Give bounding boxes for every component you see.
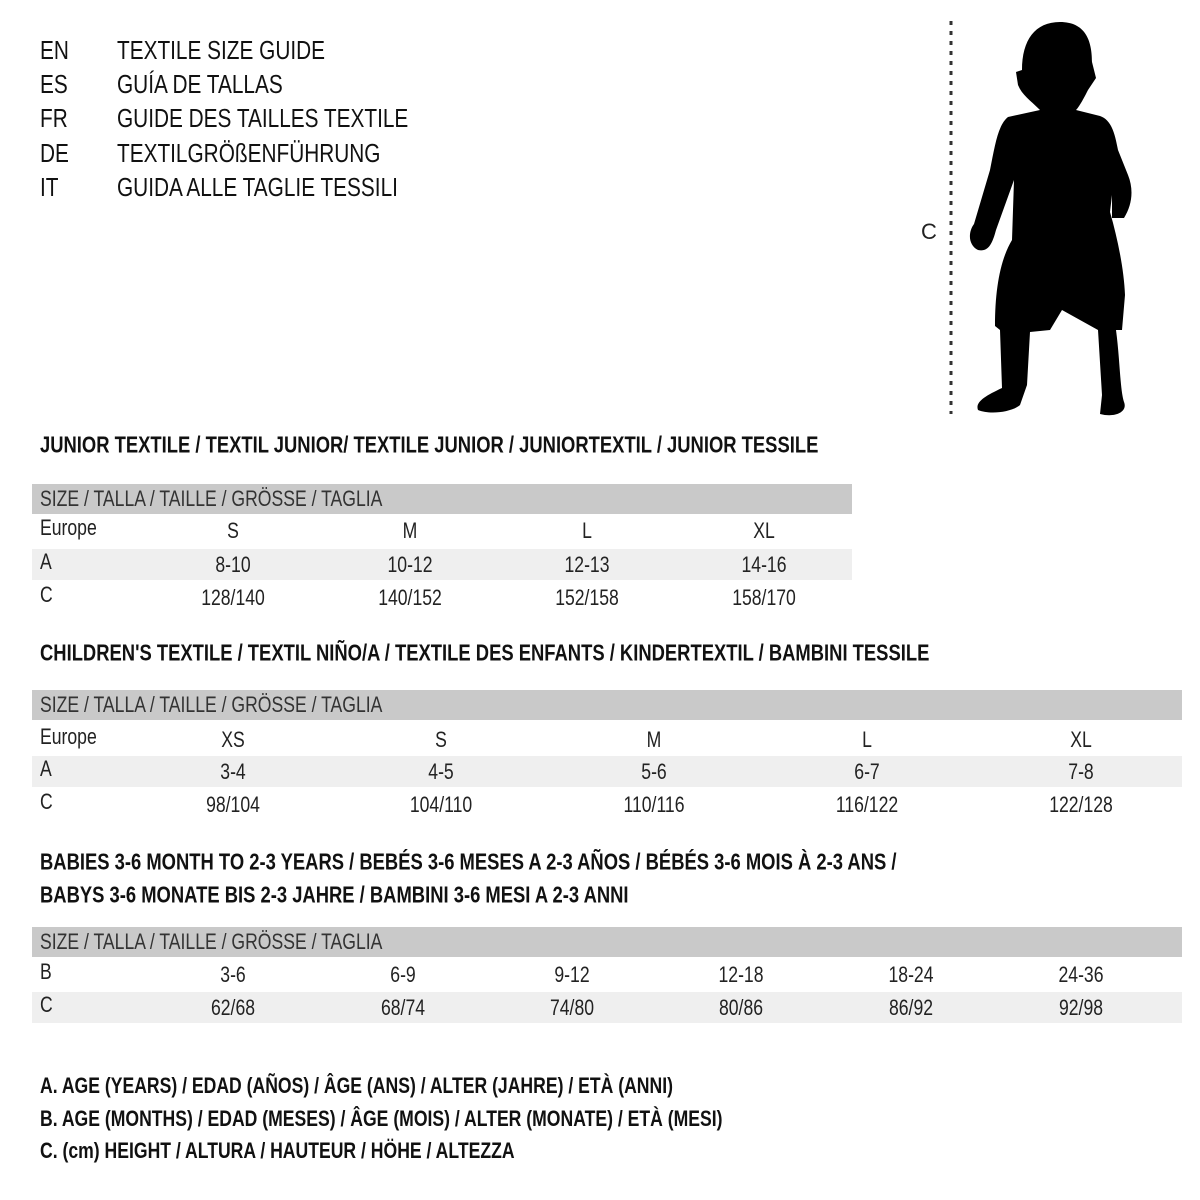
table-row-stripe	[32, 549, 852, 580]
table-header-bar	[32, 690, 1182, 720]
language-code: IT	[40, 172, 59, 202]
table-cell: 24-36	[1058, 962, 1104, 987]
table-cell: 6-9	[390, 962, 416, 987]
table-header-label: SIZE / TALLA / TAILLE / GRÖSSE / TAGLIA	[40, 692, 383, 717]
row-label: Europe	[40, 724, 97, 749]
legend-line: C. (cm) HEIGHT / ALTURA / HAUTEUR / HÖHE…	[40, 1138, 515, 1163]
language-title: GUIDE DES TAILLES TEXTILE	[117, 103, 409, 133]
table-cell: 6-7	[854, 759, 880, 784]
row-label: C	[40, 789, 53, 814]
table-cell: 5-6	[641, 759, 667, 784]
table-cell: S	[227, 518, 239, 543]
table-cell: 3-6	[220, 962, 246, 987]
language-title: TEXTILGRÖßENFÜHRUNG	[117, 138, 381, 168]
table-cell: 4-5	[428, 759, 454, 784]
table-cell: 122/128	[1049, 792, 1113, 817]
table-header-label: SIZE / TALLA / TAILLE / GRÖSSE / TAGLIA	[40, 929, 383, 954]
table-header-label: SIZE / TALLA / TAILLE / GRÖSSE / TAGLIA	[40, 486, 383, 511]
table-cell: 74/80	[549, 995, 595, 1020]
height-measure-label: C	[921, 219, 937, 244]
table-title: CHILDREN'S TEXTILE / TEXTIL NIÑO/A / TEX…	[40, 639, 930, 666]
table-cell: 8-10	[215, 552, 251, 577]
table-cell: 158/170	[732, 585, 796, 610]
language-title: GUÍA DE TALLAS	[117, 69, 283, 99]
table-cell: 116/122	[835, 792, 899, 817]
table-cell: M	[646, 727, 662, 752]
row-label: C	[40, 582, 53, 607]
child-silhouette-figure: C	[921, 21, 1132, 416]
table-cell: 14-16	[741, 552, 787, 577]
table-cell: 104/110	[409, 792, 473, 817]
table-cell: 86/92	[888, 995, 934, 1020]
table-title: BABIES 3-6 MONTH TO 2-3 YEARS / BEBÉS 3-…	[40, 848, 897, 875]
table-cell: L	[862, 727, 872, 752]
table-cell: 98/104	[206, 792, 260, 817]
table-cell: XL	[1070, 727, 1092, 752]
language-title: TEXTILE SIZE GUIDE	[117, 35, 326, 65]
table-header-bar	[32, 484, 852, 514]
table-cell: 152/158	[555, 585, 619, 610]
child-silhouette-icon	[969, 22, 1132, 416]
language-code: DE	[40, 138, 69, 168]
table-cell: L	[582, 518, 592, 543]
row-label: Europe	[40, 515, 97, 540]
table-cell: XL	[753, 518, 775, 543]
table-cell: 128/140	[201, 585, 265, 610]
table-cell: 9-12	[554, 962, 590, 987]
table-cell: 12-18	[718, 962, 764, 987]
language-title: GUIDA ALLE TAGLIE TESSILI	[117, 172, 398, 202]
table-header-bar	[32, 927, 1182, 957]
row-label: C	[40, 992, 53, 1017]
table-cell: S	[435, 727, 447, 752]
table-title: JUNIOR TEXTILE / TEXTIL JUNIOR/ TEXTILE …	[40, 431, 819, 458]
table-cell: 12-13	[564, 552, 610, 577]
table-title: BABYS 3-6 MONATE BIS 2-3 JAHRE / BAMBINI…	[40, 881, 629, 908]
language-code: EN	[40, 35, 69, 65]
table-row-stripe	[32, 992, 1182, 1023]
table-cell: 140/152	[378, 585, 442, 610]
table-cell: M	[402, 518, 418, 543]
table-cell: 80/86	[718, 995, 764, 1020]
table-cell: 110/116	[623, 792, 685, 817]
row-label: A	[40, 549, 52, 574]
table-row-stripe	[32, 756, 1182, 787]
row-label: B	[40, 959, 52, 984]
table-cell: 62/68	[210, 995, 256, 1020]
language-code: ES	[40, 69, 68, 99]
table-cell: 10-12	[387, 552, 433, 577]
language-code: FR	[40, 103, 68, 133]
legend-line: B. AGE (MONTHS) / EDAD (MESES) / ÂGE (MO…	[40, 1106, 723, 1131]
row-label: A	[40, 756, 52, 781]
table-cell: 3-4	[220, 759, 246, 784]
table-cell: 92/98	[1058, 995, 1104, 1020]
table-cell: 18-24	[888, 962, 934, 987]
table-cell: XS	[221, 727, 245, 752]
legend-line: A. AGE (YEARS) / EDAD (AÑOS) / ÂGE (ANS)…	[40, 1073, 673, 1098]
table-cell: 68/74	[380, 995, 426, 1020]
table-cell: 7-8	[1068, 759, 1094, 784]
